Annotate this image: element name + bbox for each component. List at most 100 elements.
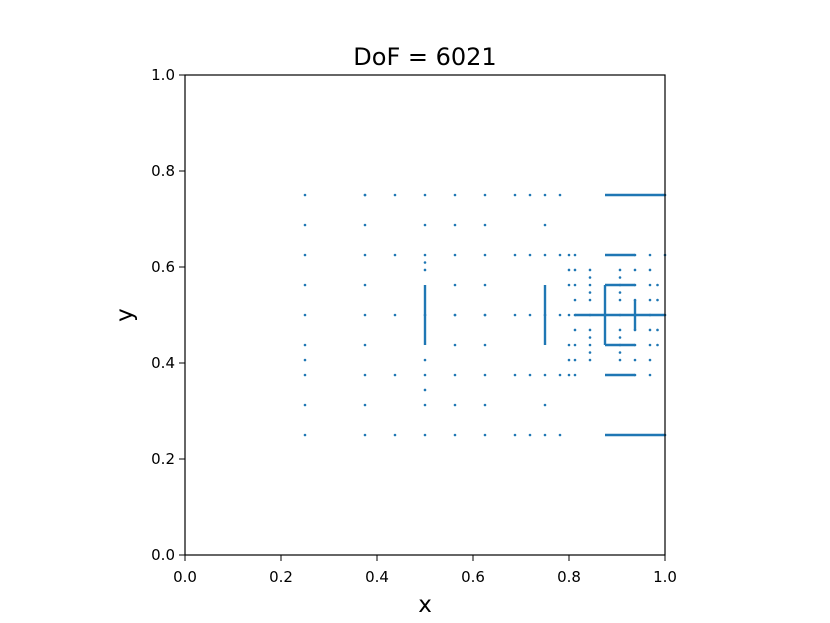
data-point <box>656 283 659 287</box>
data-point <box>303 283 307 287</box>
y-axis: 0.0 0.2 0.4 0.6 0.8 1.0 <box>151 66 185 564</box>
data-point <box>363 403 367 407</box>
data-point <box>528 253 532 257</box>
data-point <box>573 298 577 302</box>
data-point <box>303 358 307 362</box>
data-point <box>528 373 532 377</box>
data-point <box>543 373 547 377</box>
data-point <box>363 313 367 317</box>
data-point <box>618 276 622 279</box>
data-point <box>588 298 592 302</box>
data-point <box>423 433 427 437</box>
x-axis-label: x <box>418 592 432 618</box>
data-point <box>573 268 577 272</box>
data-point <box>633 358 637 362</box>
y-tick-label: 0.2 <box>151 450 175 468</box>
data-point <box>393 373 397 377</box>
data-point <box>543 253 547 257</box>
data-point <box>618 298 622 302</box>
data-point <box>573 343 577 347</box>
data-point <box>648 328 652 332</box>
data-point <box>423 261 427 264</box>
data-point <box>483 223 487 227</box>
data-point <box>423 268 427 272</box>
data-point <box>453 283 457 287</box>
y-tick-label: 0.4 <box>151 354 175 372</box>
x-tick-label: 0.0 <box>173 568 197 586</box>
data-point <box>573 328 577 332</box>
data-point <box>303 373 307 377</box>
data-point <box>303 223 307 227</box>
data-point <box>588 291 592 294</box>
data-point <box>618 358 622 362</box>
data-point <box>618 351 622 354</box>
data-point <box>303 433 307 437</box>
data-point <box>513 193 517 197</box>
data-point <box>483 193 487 197</box>
x-tick-label: 0.2 <box>269 568 293 586</box>
data-point <box>393 253 397 257</box>
data-point <box>558 313 562 317</box>
data-point <box>588 343 592 347</box>
data-point <box>483 433 487 437</box>
data-point <box>453 373 457 377</box>
data-point <box>648 373 652 377</box>
data-point <box>633 268 637 272</box>
data-point <box>648 283 652 287</box>
data-point <box>558 373 562 377</box>
data-point <box>558 193 562 197</box>
data-point <box>588 328 592 332</box>
data-point <box>453 403 457 407</box>
data-point <box>393 193 397 197</box>
y-tick-label: 1.0 <box>151 66 175 84</box>
data-point <box>543 193 547 197</box>
data-point <box>543 403 547 407</box>
data-point <box>483 403 487 407</box>
data-point <box>528 313 532 317</box>
x-tick-label: 1.0 <box>653 568 677 586</box>
data-point <box>363 373 367 377</box>
data-point <box>543 223 547 227</box>
y-tick-label: 0.6 <box>151 258 175 276</box>
data-point <box>618 291 622 294</box>
data-point <box>483 253 487 257</box>
data-point <box>363 253 367 257</box>
data-point <box>363 433 367 437</box>
data-point <box>567 358 571 362</box>
data-point <box>656 343 659 347</box>
data-point <box>423 358 427 362</box>
data-point <box>648 298 652 302</box>
x-axis: 0.0 0.2 0.4 0.6 0.8 1.0 <box>173 555 677 586</box>
data-point <box>423 253 427 257</box>
plot-frame <box>184 74 666 556</box>
data-point <box>483 313 487 317</box>
data-point <box>513 373 517 377</box>
y-tick-label: 0.0 <box>151 546 175 564</box>
data-point <box>483 343 487 347</box>
plot-area <box>303 193 667 437</box>
y-axis-label: y <box>112 308 138 322</box>
data-point <box>588 283 592 287</box>
data-point <box>588 276 592 279</box>
data-point <box>453 343 457 347</box>
data-point <box>453 433 457 437</box>
data-point <box>363 283 367 287</box>
data-point <box>393 313 397 317</box>
data-point <box>588 268 592 272</box>
data-point <box>363 223 367 227</box>
data-point <box>513 433 517 437</box>
data-point <box>558 253 562 257</box>
data-point <box>363 343 367 347</box>
data-point <box>303 313 307 317</box>
data-point <box>483 373 487 377</box>
data-point <box>648 358 652 362</box>
data-point <box>567 373 571 377</box>
data-point <box>618 268 622 272</box>
data-point <box>513 253 517 257</box>
data-point <box>573 253 577 257</box>
data-point <box>648 268 652 272</box>
data-point <box>363 193 367 197</box>
data-point <box>656 328 659 332</box>
x-tick-label: 0.8 <box>557 568 581 586</box>
